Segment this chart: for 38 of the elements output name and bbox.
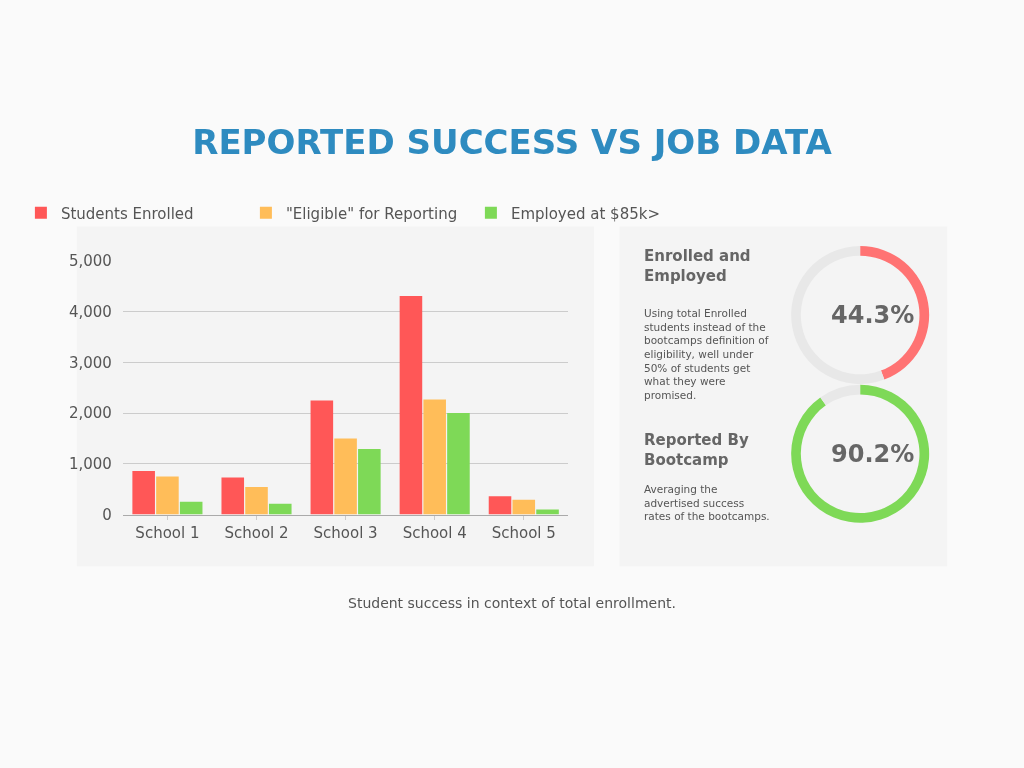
chart-title: REPORTED SUCCESS VS JOB DATA bbox=[192, 121, 833, 162]
bar bbox=[447, 413, 470, 515]
y-tick-label: 0 bbox=[102, 505, 112, 524]
bar bbox=[179, 501, 203, 515]
legend-label: "Eligible" for Reporting bbox=[285, 204, 458, 223]
text: Student success in context of total enrollment. bbox=[348, 595, 676, 611]
x-tick-label: School 3 bbox=[313, 523, 378, 542]
bar bbox=[488, 496, 512, 515]
text: Averaging the advertised success rates of the bootcamps. bbox=[644, 483, 770, 523]
donut-slice bbox=[791, 384, 930, 523]
y-tick-label: 1,000 bbox=[68, 455, 112, 474]
bar bbox=[334, 438, 357, 515]
y-tick-label: 4,000 bbox=[68, 302, 112, 321]
x-tick-label: School 5 bbox=[491, 523, 556, 542]
text: Enrolled and Employed bbox=[644, 247, 751, 285]
bar bbox=[512, 499, 536, 515]
bar bbox=[399, 295, 423, 515]
bar bbox=[310, 400, 334, 515]
x-tick-label: School 2 bbox=[224, 523, 289, 542]
bar bbox=[156, 476, 179, 515]
data-label: 44.3% bbox=[831, 301, 915, 329]
x-tick-label: School 4 bbox=[402, 523, 467, 542]
bar bbox=[245, 487, 268, 515]
text: Using total Enrolled students instead of the bootcamps definition of eligibility, well under 50% of students get what they were promised. bbox=[644, 307, 769, 401]
bar bbox=[221, 477, 245, 515]
bar bbox=[358, 449, 381, 515]
legend-label: Students Enrolled bbox=[60, 204, 194, 223]
y-tick-label: 3,000 bbox=[68, 353, 112, 372]
legend-label: Employed at $85k> bbox=[510, 204, 660, 223]
x-tick-label: School 1 bbox=[135, 523, 200, 542]
bar bbox=[132, 470, 155, 515]
data-label: 90.2% bbox=[831, 440, 915, 468]
text: Reported By Bootcamp bbox=[644, 431, 749, 469]
y-tick-label: 5,000 bbox=[68, 252, 112, 271]
bar bbox=[268, 503, 292, 515]
y-tick-label: 2,000 bbox=[68, 404, 112, 423]
bar bbox=[536, 509, 559, 515]
bar bbox=[423, 399, 446, 515]
